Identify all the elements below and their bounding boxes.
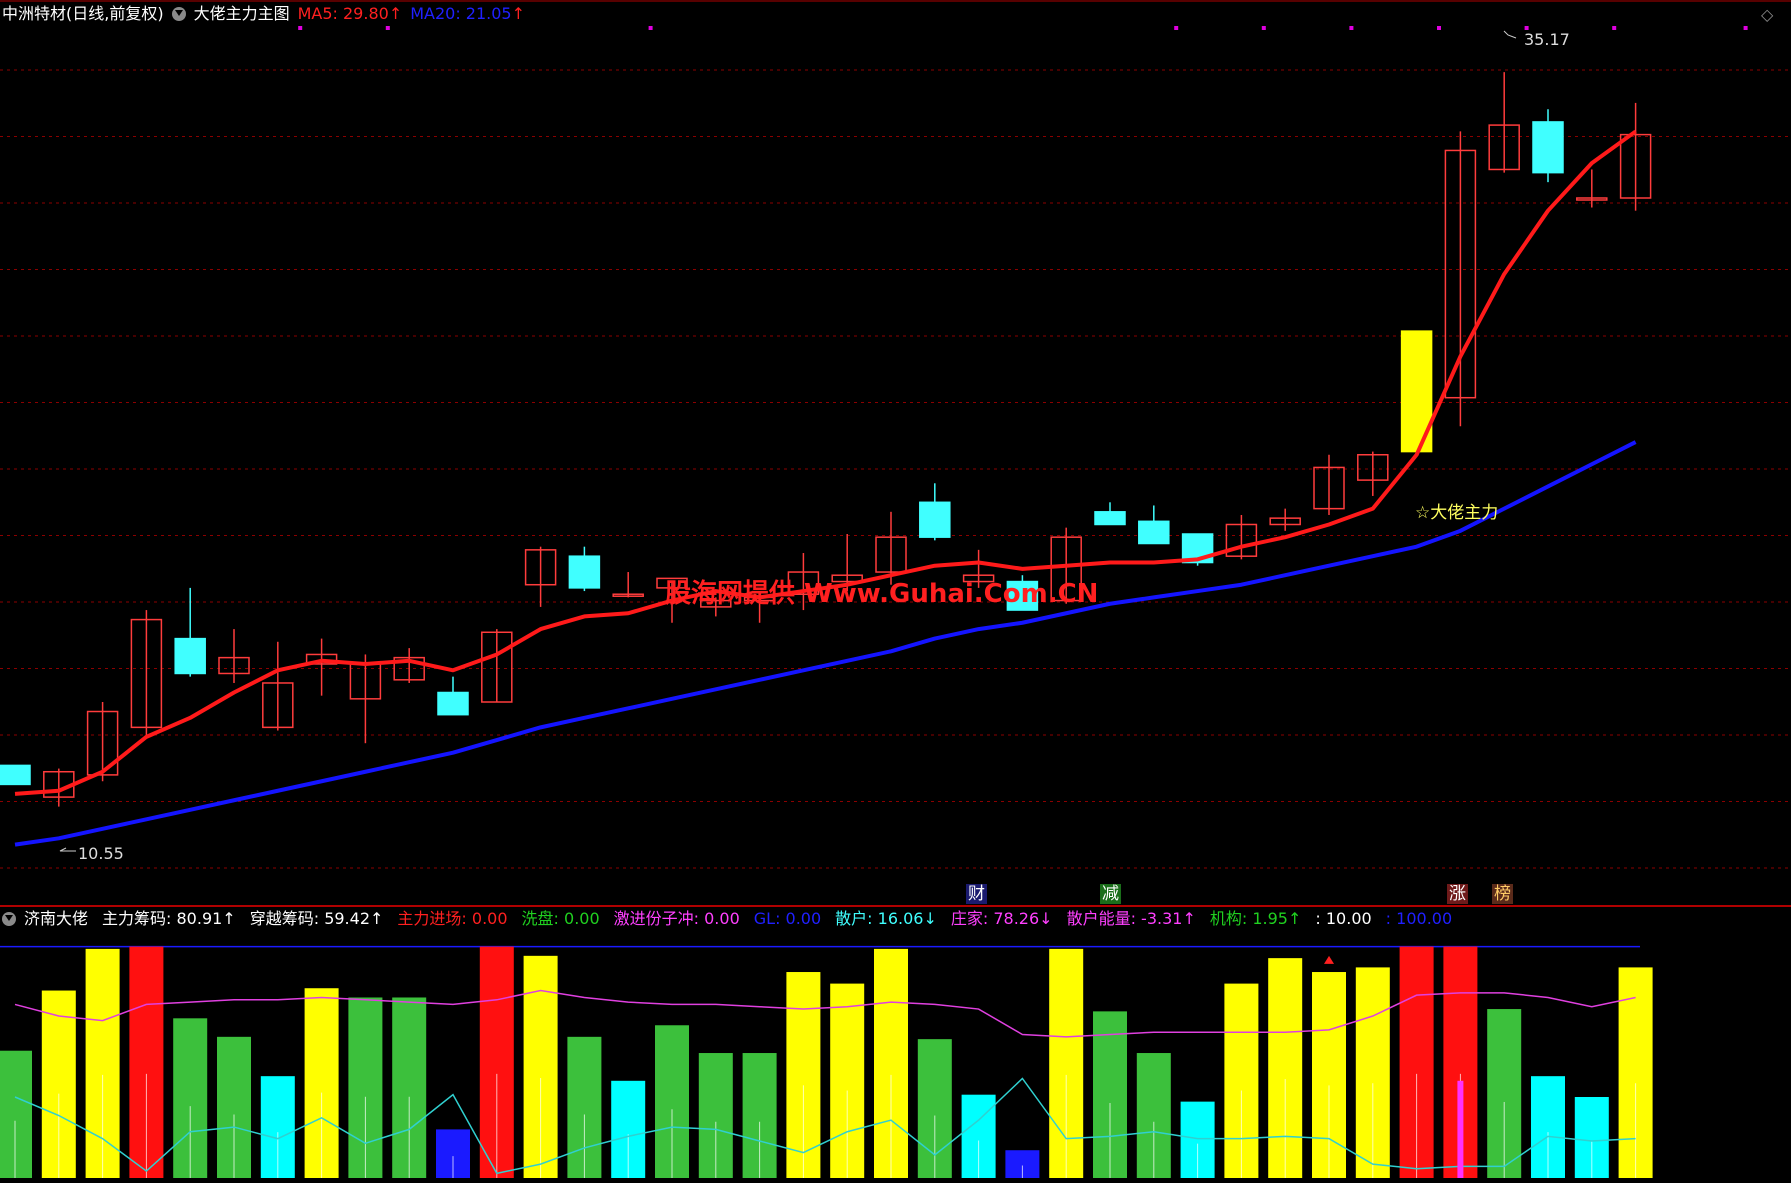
signal-dots — [298, 26, 1748, 30]
candle-body — [1225, 523, 1258, 557]
candle-body — [305, 653, 338, 665]
low-label: 10.55 — [78, 844, 124, 863]
signal-dot — [385, 26, 390, 30]
signal-dot — [1174, 26, 1179, 30]
candle-body — [1444, 149, 1477, 399]
stock-title[interactable]: 中洲特材(日线,前复权) — [2, 4, 164, 23]
low-marker — [59, 847, 76, 852]
candle-body — [218, 656, 250, 675]
candle-body — [875, 536, 907, 573]
ma5-line — [14, 129, 1637, 796]
signal-dot — [1524, 26, 1529, 30]
indicator-value-10: : 10.00 — [1315, 909, 1372, 928]
candle-body — [393, 656, 425, 681]
candle-body — [481, 631, 513, 703]
candle-body — [919, 501, 951, 538]
sanhu-line — [14, 1077, 1636, 1175]
indicator-value-8: 散户能量: -3.31↑ — [1066, 909, 1196, 928]
high-marker — [1503, 30, 1517, 39]
indicator-value-1: 穿越筹码: 59.42↑ — [249, 909, 384, 928]
candle-body — [1006, 580, 1039, 611]
price-grid — [0, 69, 1791, 869]
signal-dot — [1261, 26, 1266, 30]
price-annotations: 35.17 10.55 ☆大佬主力 股海网提供 Www.Guhai.Com.CN — [59, 30, 1570, 863]
tag-cai: 财 — [966, 884, 987, 904]
indicator-value-6: 散户: 16.06↓ — [835, 909, 937, 928]
ma20-value: MA20: 21.05↑ — [410, 4, 526, 23]
candle-body — [1488, 124, 1520, 171]
indicator-value-3: 洗盘: 0.00 — [521, 909, 600, 928]
candle-body — [262, 682, 294, 729]
tag-bang: 榜 — [1492, 884, 1513, 904]
diamond-icon[interactable]: ◇ — [1761, 5, 1774, 24]
candle-body — [831, 574, 863, 583]
ma5-polyline — [14, 129, 1637, 796]
candle-body — [1619, 133, 1652, 199]
ma5-value: MA5: 29.80↑ — [297, 4, 403, 23]
candlesticks[interactable] — [0, 72, 1652, 807]
signal-dot — [1743, 26, 1748, 30]
chevron-down-icon[interactable] — [171, 7, 186, 21]
candle-body — [1138, 520, 1170, 545]
candle-body — [0, 764, 31, 786]
candle-body — [1576, 197, 1608, 201]
indicator-value-9: 机构: 1.95↑ — [1209, 909, 1302, 928]
signal-dot — [648, 26, 653, 30]
candle-body — [656, 577, 688, 589]
indicator-value-4: 激进份子冲: 0.00 — [613, 909, 740, 928]
indicator-name[interactable]: 大佬主力主图 — [193, 4, 290, 23]
ma20-polyline — [14, 440, 1637, 847]
candle-body — [437, 691, 469, 716]
candle-body — [86, 710, 119, 776]
indicator-bar — [0, 1050, 32, 1178]
zhuangjia-line — [14, 989, 1636, 1038]
candle-body — [524, 549, 557, 586]
candle-body — [1532, 121, 1564, 174]
candle-body — [174, 637, 206, 675]
candle-body — [568, 555, 601, 589]
chevron-down-icon[interactable] — [2, 912, 16, 926]
magenta-spike — [1457, 1080, 1464, 1178]
candle-body — [962, 574, 995, 583]
high-label: 35.17 — [1524, 30, 1570, 49]
candle-body — [1094, 511, 1126, 526]
indicator-panel[interactable] — [0, 945, 1653, 1178]
main-chart-header: 中洲特材(日线,前复权) 大佬主力主图 MA5: 29.80↑ MA20: 21.05… — [2, 4, 533, 24]
signal-dot — [1612, 26, 1617, 30]
candle-body — [1313, 466, 1345, 510]
indicator-header: 济南大佬 主力筹码: 80.91↑ 穿越筹码: 59.42↑ 主力进场: 0.00 洗盘… — [2, 909, 1460, 929]
candle-body — [787, 571, 820, 595]
tag-zhang: 涨 — [1447, 884, 1468, 904]
signal-dot — [1437, 26, 1441, 30]
ma20-line — [14, 440, 1637, 847]
tag-jian: 减 — [1100, 884, 1121, 904]
signal-label: ☆大佬主力 — [1415, 503, 1498, 523]
red-arrow-icon — [1324, 955, 1334, 964]
signal-dot — [298, 26, 303, 30]
indicator-value-5: GL: 0.00 — [753, 909, 822, 928]
indicator-value-7: 庄家: 78.26↓ — [950, 909, 1053, 928]
candle-body — [1269, 517, 1301, 526]
candle-body — [700, 599, 732, 608]
candle-body — [612, 593, 644, 597]
indicator-value-11: : 100.00 — [1385, 909, 1453, 928]
indicator-value-2: 主力进场: 0.00 — [397, 909, 508, 928]
indicator-values: 主力筹码: 80.91↑ 穿越筹码: 59.42↑ 主力进场: 0.00 洗盘: 0.… — [96, 909, 1460, 928]
candle-body — [130, 618, 163, 729]
indicator-panel-name[interactable]: 济南大佬 — [24, 909, 89, 928]
watermark: 股海网提供 Www.Guhai.Com.CN — [665, 579, 1098, 609]
signal-dot — [1349, 26, 1354, 30]
candle-body — [1050, 536, 1082, 602]
candle-body — [1357, 454, 1389, 481]
indicator-value-0: 主力筹码: 80.91↑ — [102, 909, 236, 928]
